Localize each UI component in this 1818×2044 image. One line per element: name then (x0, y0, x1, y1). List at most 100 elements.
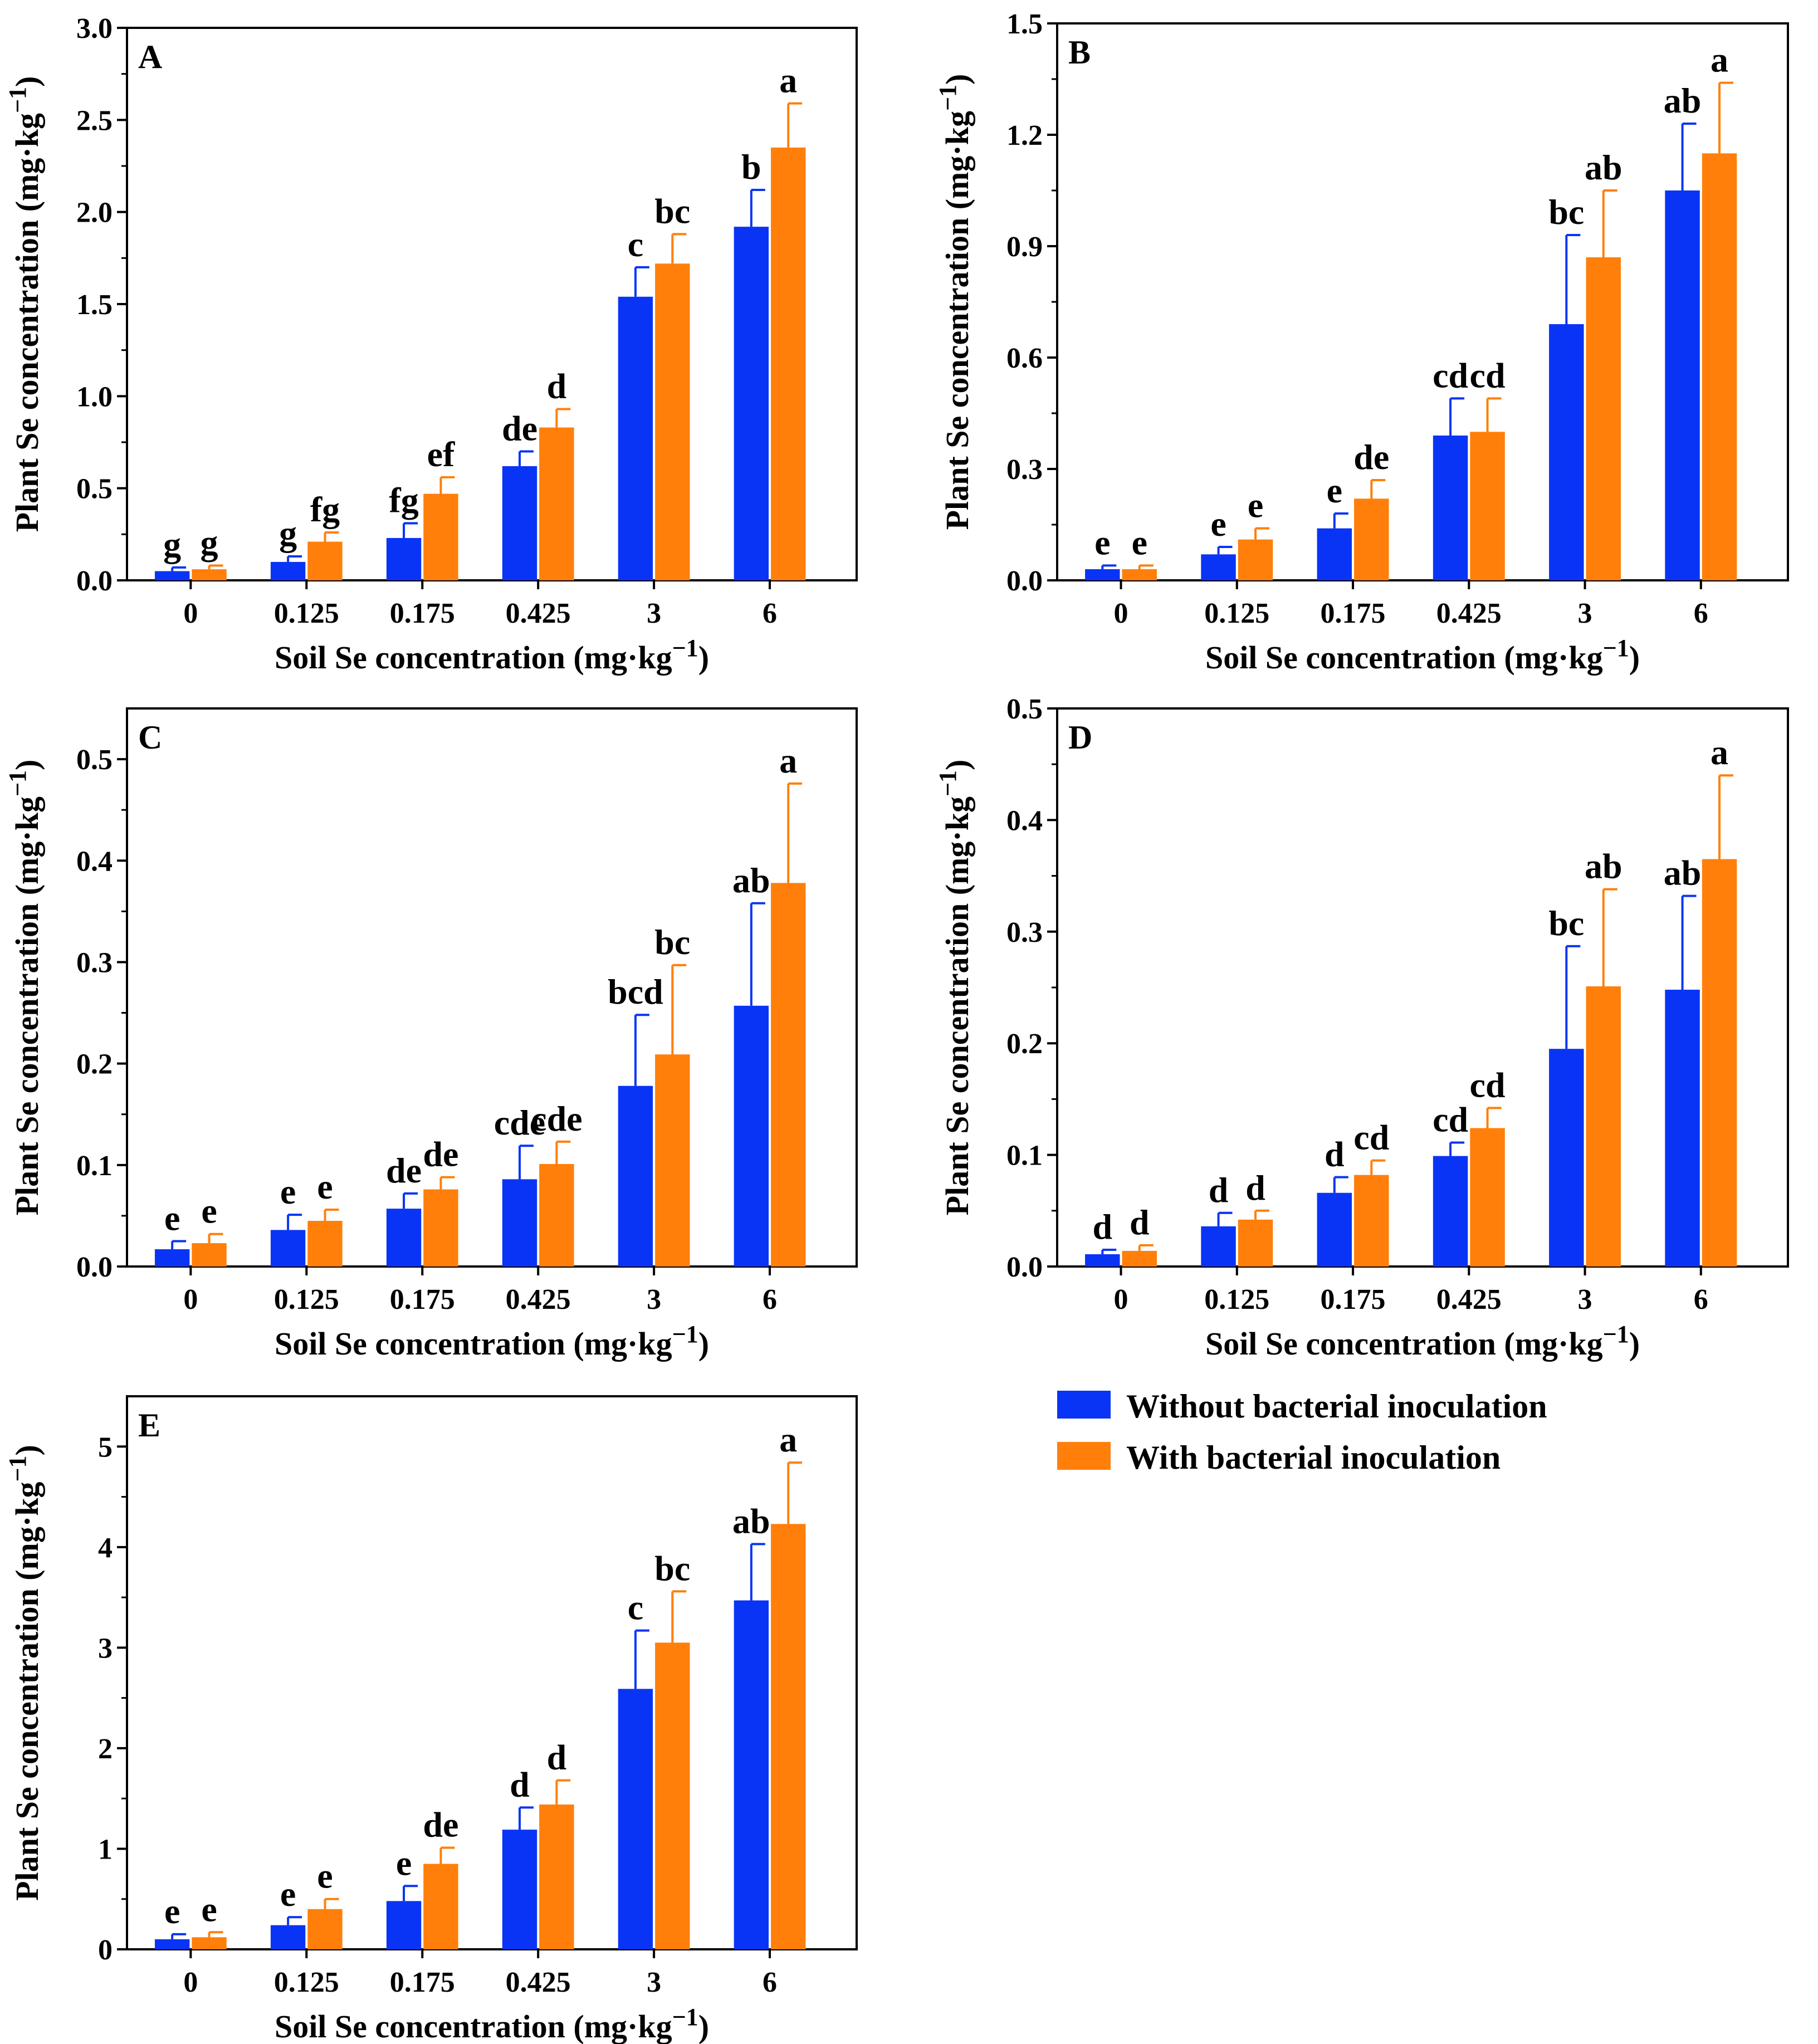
x-tick-label: 3 (647, 1967, 661, 1998)
bar-with (655, 1642, 690, 1949)
significance-label: d (1209, 1170, 1229, 1210)
y-tick-label: 0.4 (76, 845, 113, 877)
legend-swatch-with (1057, 1442, 1111, 1470)
bar-without (1665, 190, 1700, 580)
significance-label: e (317, 1167, 333, 1206)
bar-without (1665, 990, 1700, 1267)
bar-without (502, 1830, 537, 1949)
bar-with (1702, 859, 1737, 1267)
significance-label: bc (1548, 192, 1584, 232)
bar-with (423, 493, 458, 580)
y-tick-label: 3 (98, 1632, 113, 1664)
significance-label: e (164, 1198, 180, 1238)
panel-letter: A (138, 38, 162, 75)
y-tick-label: 0.0 (76, 1251, 113, 1283)
legend: Without bacterial inoculation With bacte… (1057, 1388, 1547, 1476)
y-tick-label: 0.1 (76, 1150, 113, 1182)
x-tick-label: 0.425 (506, 1284, 571, 1316)
bar-with (423, 1864, 458, 1949)
significance-label: bcd (608, 972, 663, 1011)
bar-without (618, 296, 653, 580)
y-tick-label: 1.0 (76, 381, 113, 413)
y-tick-label: 2.5 (76, 105, 113, 136)
y-tick-label: 0.0 (76, 565, 113, 597)
significance-label: a (1711, 40, 1728, 80)
y-tick-label: 0.5 (1006, 693, 1043, 725)
x-tick-label: 0 (1114, 598, 1128, 629)
significance-label: de (502, 409, 537, 448)
significance-label: de (423, 1805, 458, 1845)
significance-label: ab (1664, 81, 1702, 120)
x-tick-label: 0 (183, 1967, 198, 1998)
x-tick-label: 0.425 (1436, 598, 1502, 629)
significance-label: a (1711, 732, 1728, 772)
x-axis-title: Soil Se concentration (mg·kg−1) (1205, 1321, 1640, 1362)
x-tick-label: 0.125 (274, 598, 339, 629)
significance-label: cd (1470, 1065, 1506, 1104)
bar-with (1470, 432, 1505, 580)
bar-with (423, 1189, 458, 1267)
bar-without (1549, 1049, 1584, 1267)
significance-label: de (423, 1135, 458, 1174)
y-tick-label: 1 (98, 1833, 113, 1865)
significance-label: ab (1664, 853, 1702, 893)
significance-label: e (280, 1874, 296, 1914)
bar-with (1122, 1250, 1157, 1267)
x-tick-label: 0.175 (390, 598, 455, 629)
significance-label: e (280, 1172, 296, 1211)
significance-label: e (317, 1856, 333, 1896)
significance-label: e (1210, 504, 1226, 544)
significance-label: cd (1433, 1100, 1468, 1140)
significance-label: e (1248, 486, 1263, 525)
panel-letter: B (1068, 34, 1091, 71)
significance-label: ab (1585, 847, 1622, 886)
legend-swatch-without (1057, 1391, 1111, 1419)
bar-without (270, 561, 306, 580)
x-tick-label: 6 (1694, 1284, 1708, 1316)
x-tick-label: 3 (1578, 1284, 1592, 1316)
y-axis-title: Plant Se concentration (mg·kg−1) (4, 760, 45, 1216)
bar-without (154, 1249, 190, 1267)
x-tick-label: 0.125 (274, 1284, 339, 1316)
significance-label: g (163, 525, 181, 564)
x-tick-label: 3 (647, 1284, 661, 1316)
bar-without (1317, 1192, 1352, 1267)
x-axis-title: Soil Se concentration (mg·kg−1) (275, 2003, 709, 2044)
significance-label: d (1130, 1202, 1150, 1242)
significance-label: e (201, 1889, 217, 1929)
y-tick-label: 0.2 (76, 1049, 113, 1080)
bar-without (1085, 569, 1120, 580)
significance-label: d (547, 1738, 567, 1777)
significance-label: c (628, 1588, 643, 1627)
x-tick-label: 6 (763, 1967, 777, 1998)
bar-without (386, 1209, 422, 1267)
x-tick-label: 0 (183, 598, 198, 629)
significance-label: bc (1548, 903, 1584, 943)
bar-with (1470, 1128, 1505, 1267)
significance-label: d (1325, 1135, 1345, 1174)
bar-with (1586, 986, 1621, 1267)
bar-with (539, 1163, 574, 1267)
bar-with (539, 1805, 574, 1949)
x-tick-label: 6 (763, 1284, 777, 1316)
significance-label: e (396, 1843, 412, 1882)
significance-label: ab (1585, 148, 1622, 187)
bar-without (1549, 324, 1584, 580)
significance-label: ab (732, 1501, 770, 1541)
bar-without (270, 1925, 306, 1949)
bar-with (192, 1243, 227, 1267)
bar-without (618, 1085, 653, 1267)
bar-with (192, 1937, 227, 1949)
significance-label: a (779, 741, 797, 780)
significance-label: e (1327, 471, 1342, 510)
y-tick-label: 4 (98, 1532, 113, 1564)
significance-label: cde (531, 1099, 582, 1138)
bar-with (1702, 153, 1737, 580)
significance-label: g (279, 514, 297, 553)
significance-label: e (201, 1191, 217, 1231)
y-tick-label: 0.1 (1006, 1140, 1043, 1172)
y-tick-label: 0.3 (1006, 917, 1043, 948)
y-tick-label: 2.0 (76, 197, 113, 229)
